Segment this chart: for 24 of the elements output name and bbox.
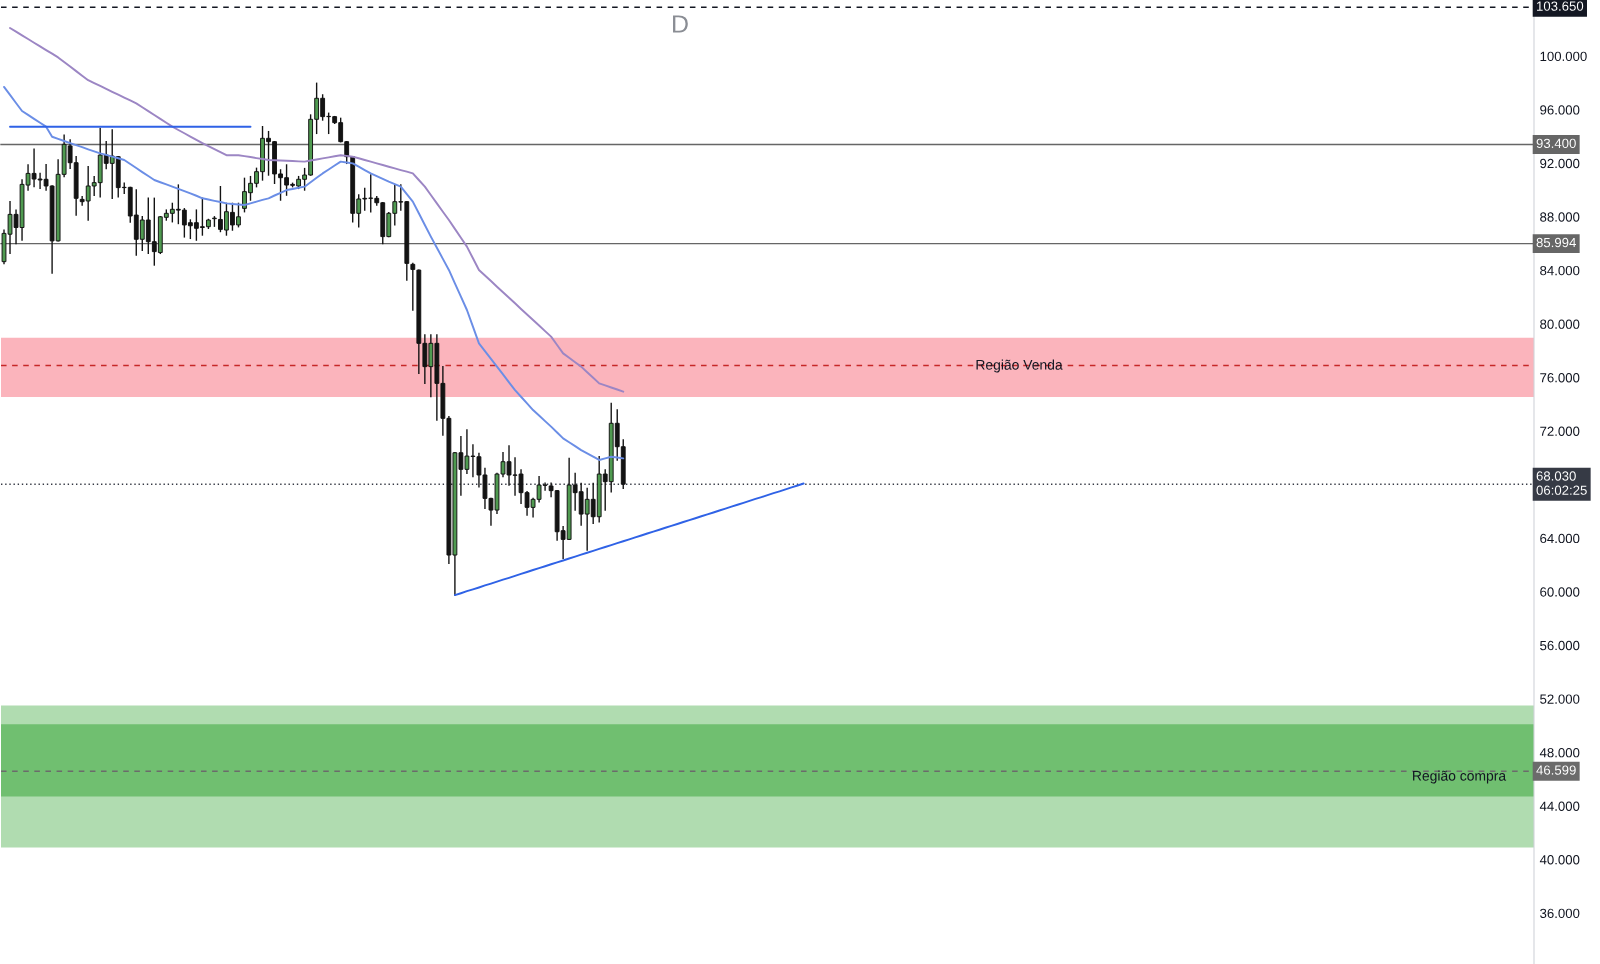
y-tick-label: 80.000 — [1540, 319, 1580, 329]
ref-line-label: 93.400 — [1536, 138, 1576, 149]
chart-title: D — [673, 15, 688, 33]
y-tick-label: 96.000 — [1540, 105, 1580, 115]
y-tick-label: 56.000 — [1540, 640, 1580, 651]
y-tick-label: 44.000 — [1539, 801, 1580, 811]
annotation: Região Venda — [976, 359, 1063, 373]
y-tick-label: 84.000 — [1540, 265, 1580, 276]
y-tick-label: 36.000 — [1540, 908, 1580, 919]
y-tick-label: 60.000 — [1540, 587, 1580, 597]
y-tick-label: 48.000 — [1539, 747, 1580, 758]
y-tick-label: 72.000 — [1540, 426, 1580, 436]
y-tick-label: 88.000 — [1540, 212, 1580, 222]
ref-line-label: 85.994 — [1536, 237, 1576, 248]
ref-line-label: 46.599 — [1536, 765, 1576, 775]
ref-line-label: 68.030 06:02:25 — [1536, 471, 1587, 495]
y-tick-label: 76.000 — [1540, 373, 1580, 383]
y-tick-label: 92.000 — [1540, 158, 1580, 169]
ref-line-label: 103.650 — [1537, 1, 1584, 11]
y-tick-label: 52.000 — [1540, 694, 1580, 704]
y-tick-label: 40.000 — [1539, 855, 1580, 865]
annotation: Região compra — [1413, 770, 1507, 784]
y-tick-label: 64.000 — [1540, 533, 1580, 544]
y-tick-label: 100.000 — [1540, 51, 1587, 62]
